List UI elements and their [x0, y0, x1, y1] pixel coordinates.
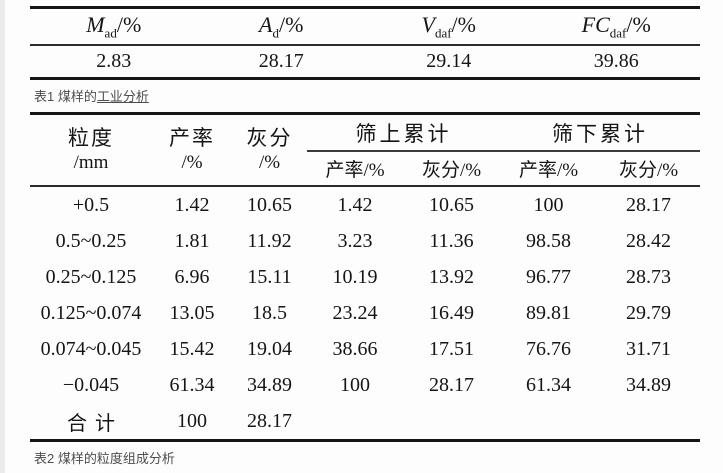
value-cell: 100 [177, 409, 207, 432]
value-cell: 1.81 [174, 229, 210, 252]
value-cell: 13.92 [429, 265, 474, 288]
value-cell: 28.17 [626, 193, 671, 216]
table-row: 0.074~0.045 15.42 19.04 38.66 17.51 76.76 31.7… [30, 331, 700, 367]
caption1-link[interactable]: 工业分析 [96, 89, 149, 104]
value-cell: 19.04 [247, 337, 292, 360]
header-undersize-yield: 产率/% [518, 160, 579, 181]
tables-area: Mad/% Ad/% Vdaf/% FCdaf/% 2.83 28.17 29.… [30, 6, 700, 466]
value-cell: 61.34 [526, 373, 571, 396]
table1-caption: 表1 煤样的工业分析 [30, 80, 700, 104]
header-ad: Ad/% [259, 11, 304, 41]
value-cell: 29.79 [626, 301, 671, 324]
value-cell: 15.11 [247, 265, 292, 288]
caption2-text: 表2 煤样的粒度组成分析 [34, 451, 175, 466]
value-cell: 38.66 [332, 337, 378, 360]
header-size: 粒度/mm [68, 126, 114, 174]
header-vdaf: Vdaf/% [421, 11, 476, 41]
value-cell: 34.89 [626, 373, 671, 396]
value-fcdaf: 39.86 [593, 50, 639, 72]
value-mad: 2.83 [96, 50, 132, 72]
value-ad: 28.17 [258, 50, 304, 72]
value-cell: 28.73 [626, 265, 671, 288]
value-cell: 98.58 [526, 229, 571, 252]
value-cell: 96.77 [526, 265, 571, 288]
proximate-value-row: 2.83 28.17 29.14 39.86 [30, 46, 700, 77]
proximate-analysis-table: Mad/% Ad/% Vdaf/% FCdaf/% 2.83 28.17 29.… [30, 6, 700, 80]
header-ash: 灰分/% [246, 126, 293, 174]
header-mad: Mad/% [86, 11, 142, 41]
value-cell: 1.42 [337, 193, 373, 216]
header-fcdaf: FCdaf/% [581, 11, 651, 41]
table-row: 0.125~0.074 13.05 18.5 23.24 16.49 89.81 29.79 [30, 295, 700, 331]
header-oversize-ash: 灰分/% [421, 160, 482, 181]
size-table-header: 粒度/mm 产率/% 灰分/% 筛上累计 筛下累计 产率/% 灰分/% 产率/%… [30, 115, 700, 187]
size-composition-table: 粒度/mm 产率/% 灰分/% 筛上累计 筛下累计 产率/% 灰分/% 产率/%… [30, 112, 700, 442]
header-oversize-cumulative: 筛上累计 [307, 115, 500, 152]
value-cell: 3.23 [337, 229, 373, 252]
size-fraction-cell: 0.125~0.074 [40, 301, 142, 324]
value-cell: 6.96 [174, 265, 210, 288]
value-cell: 23.24 [332, 301, 378, 324]
value-cell: 76.76 [526, 337, 571, 360]
caption1-text: 表1 煤样的 [34, 89, 97, 104]
value-cell: 11.92 [247, 229, 292, 252]
scan-edge-artifact [0, 0, 5, 473]
table-row: 0.5~0.25 1.81 11.92 3.23 11.36 98.58 28.42 [30, 223, 700, 259]
value-cell: 100 [533, 193, 564, 216]
value-cell: 10.19 [332, 265, 378, 288]
value-cell: 100 [340, 373, 370, 396]
value-cell: 11.36 [429, 229, 474, 252]
value-cell: 61.34 [169, 373, 215, 396]
header-undersize-ash: 灰分/% [618, 160, 679, 181]
size-fraction-cell: 0.074~0.045 [40, 337, 142, 360]
size-fraction-cell: 合计 [67, 412, 123, 435]
size-fraction-cell: 0.5~0.25 [55, 229, 127, 252]
value-cell: 28.17 [247, 409, 292, 432]
table-row: −0.045 61.34 34.89 100 28.17 61.34 34.89 [30, 367, 700, 403]
table-row: +0.5 1.42 10.65 1.42 10.65 100 28.17 [30, 187, 700, 223]
value-cell: 89.81 [526, 301, 571, 324]
table-row: 合计 100 28.17 [30, 403, 700, 439]
table-row: 0.25~0.125 6.96 15.11 10.19 13.92 96.77 28.73 [30, 259, 700, 295]
size-table-body: +0.5 1.42 10.65 1.42 10.65 100 28.17 0.5~0.25 1.… [30, 187, 700, 439]
value-cell: 28.42 [626, 229, 671, 252]
proximate-header-row: Mad/% Ad/% Vdaf/% FCdaf/% [30, 9, 700, 46]
header-undersize-cumulative: 筛下累计 [500, 115, 700, 152]
value-cell: 31.71 [626, 337, 671, 360]
value-cell: 1.42 [174, 193, 210, 216]
value-cell: 34.89 [247, 373, 292, 396]
value-cell: 15.42 [169, 337, 215, 360]
value-cell: 10.65 [429, 193, 474, 216]
header-yield: 产率/% [169, 126, 215, 174]
size-fraction-cell: −0.045 [62, 373, 120, 396]
header-oversize-yield: 产率/% [325, 160, 385, 181]
size-fraction-cell: 0.25~0.125 [45, 265, 137, 288]
size-fraction-cell: +0.5 [72, 193, 110, 216]
value-vdaf: 29.14 [426, 50, 472, 72]
table2-caption: 表2 煤样的粒度组成分析 [30, 442, 700, 466]
value-cell: 18.5 [252, 301, 287, 324]
value-cell: 28.17 [429, 373, 474, 396]
value-cell: 17.51 [429, 337, 474, 360]
value-cell: 10.65 [247, 193, 292, 216]
value-cell: 16.49 [429, 301, 474, 324]
value-cell: 13.05 [169, 301, 215, 324]
